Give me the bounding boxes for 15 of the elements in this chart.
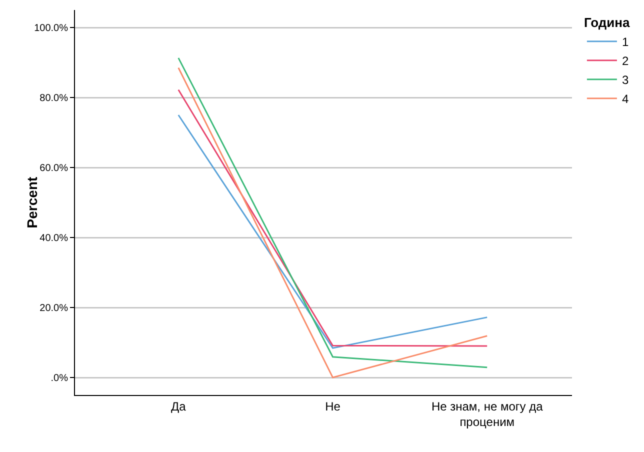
- legend-label: 2: [622, 54, 629, 68]
- y-tick-label: 20.0%: [40, 303, 68, 314]
- y-tick-label: 40.0%: [40, 233, 68, 244]
- x-tick-label: Не знам, не могу да проценим: [431, 399, 544, 429]
- x-tick-label: Не: [325, 399, 341, 414]
- legend-label: 4: [622, 92, 629, 106]
- y-tick-label: 100.0%: [34, 23, 68, 34]
- legend-label: 3: [622, 73, 629, 88]
- legend-label: 1: [622, 35, 629, 50]
- y-axis-title: Percent: [24, 176, 40, 228]
- x-tick-label: Да: [171, 399, 186, 414]
- y-tick-label: 60.0%: [40, 163, 68, 174]
- y-tick-label: 80.0%: [40, 93, 68, 104]
- y-tick-label: .0%: [50, 373, 68, 384]
- legend-title: Година: [584, 14, 631, 30]
